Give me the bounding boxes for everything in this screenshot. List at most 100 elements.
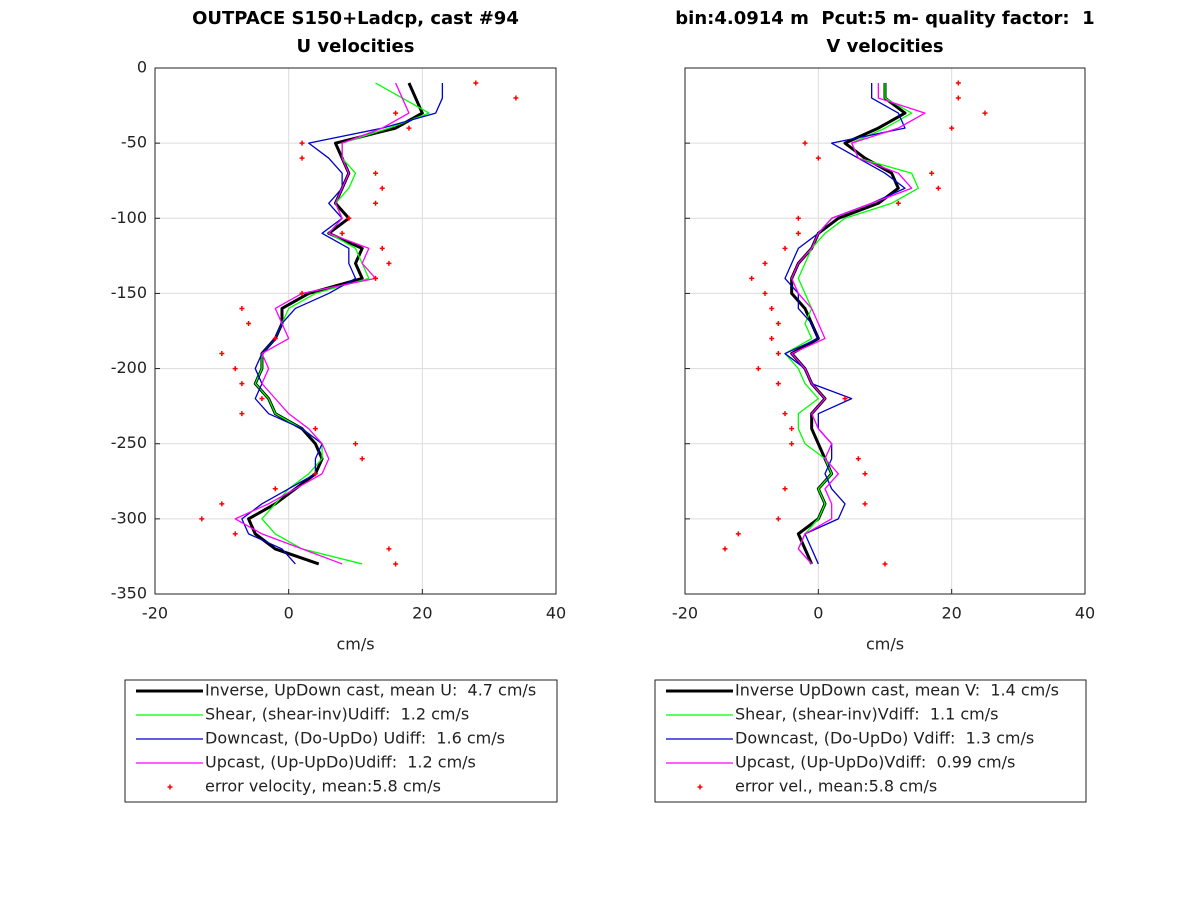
error-marker	[955, 95, 961, 101]
error-marker	[755, 366, 761, 372]
plot-area	[685, 68, 1085, 594]
legend-label: Inverse, UpDown cast, mean U: 4.7 cm/s	[205, 681, 536, 700]
error-marker	[373, 200, 379, 206]
error-marker	[935, 185, 941, 191]
axes-box	[154, 67, 557, 595]
x-tick-label: 40	[1075, 604, 1095, 623]
error-marker	[949, 125, 955, 131]
y-tick-label: 0	[137, 58, 147, 77]
error-marker	[373, 170, 379, 176]
error-marker	[312, 471, 318, 477]
y-tick-label: -50	[121, 133, 147, 152]
chart-title: bin:4.0914 m Pcut:5 m- quality factor: 1	[675, 8, 1094, 29]
x-tick-label: 0	[813, 604, 823, 623]
error-marker	[219, 501, 225, 507]
error-marker	[386, 546, 392, 552]
chart-subtitle: V velocities	[826, 36, 943, 57]
error-marker	[239, 305, 245, 311]
error-marker	[775, 381, 781, 387]
legend-label: Shear, (shear-inv)Vdiff: 1.1 cm/s	[735, 705, 998, 724]
y-tick-label: -100	[111, 208, 147, 227]
x-axis-label: cm/s	[866, 635, 904, 654]
error-marker	[232, 531, 238, 537]
error-marker	[782, 245, 788, 251]
error-marker	[473, 80, 479, 86]
error-marker	[393, 110, 399, 116]
error-marker	[815, 155, 821, 161]
error-marker	[373, 275, 379, 281]
error-marker	[862, 501, 868, 507]
x-tick-label: 20	[412, 604, 432, 623]
error-marker	[795, 215, 801, 221]
error-marker	[802, 140, 808, 146]
error-marker	[929, 170, 935, 176]
error-marker	[789, 441, 795, 447]
error-marker	[359, 456, 365, 462]
series-line	[791, 83, 926, 565]
error-marker	[259, 396, 265, 402]
error-marker	[775, 320, 781, 326]
error-marker	[775, 351, 781, 357]
legend-box	[654, 679, 1087, 803]
legend-label: error velocity, mean:5.8 cm/s	[205, 777, 441, 796]
legend-label: Downcast, (Do-UpDo) Vdiff: 1.3 cm/s	[735, 729, 1034, 748]
plot-area	[155, 68, 556, 594]
legend-label: Upcast, (Up-UpDo)Vdiff: 0.99 cm/s	[735, 753, 1015, 772]
error-marker	[299, 155, 305, 161]
legend-marker	[167, 784, 173, 790]
x-tick-label: 20	[941, 604, 961, 623]
y-tick-label: -150	[111, 283, 147, 302]
error-marker	[406, 125, 412, 131]
error-marker	[775, 516, 781, 522]
error-marker	[762, 260, 768, 266]
error-marker	[955, 80, 961, 86]
error-marker	[239, 381, 245, 387]
error-marker	[782, 411, 788, 417]
error-marker	[379, 245, 385, 251]
error-marker	[782, 486, 788, 492]
y-tick-label: -200	[111, 358, 147, 377]
error-marker	[862, 471, 868, 477]
error-marker	[722, 546, 728, 552]
error-marker	[386, 260, 392, 266]
error-marker	[272, 336, 278, 342]
error-marker	[882, 561, 888, 567]
error-marker	[339, 230, 345, 236]
error-marker	[769, 305, 775, 311]
error-marker	[299, 140, 305, 146]
chart-subtitle: U velocities	[297, 36, 415, 57]
error-marker	[842, 396, 848, 402]
plot-marks	[199, 80, 519, 567]
legend-label: error vel., mean:5.8 cm/s	[735, 777, 937, 796]
error-marker	[895, 200, 901, 206]
error-marker	[246, 320, 252, 326]
x-axis-label: cm/s	[336, 635, 374, 654]
legend-marker	[697, 784, 703, 790]
error-marker	[982, 110, 988, 116]
error-marker	[379, 185, 385, 191]
plot-marks	[722, 80, 988, 567]
x-tick-label: 0	[284, 604, 294, 623]
error-marker	[749, 275, 755, 281]
legend-box	[124, 679, 558, 803]
y-tick-label: -250	[111, 433, 147, 452]
y-tick-label: -350	[111, 584, 147, 603]
series-line	[234, 82, 410, 565]
error-marker	[789, 426, 795, 432]
x-tick-label: 40	[546, 604, 566, 623]
error-marker	[199, 516, 205, 522]
series-line	[784, 83, 919, 565]
legend-label: Downcast, (Do-UpDo) Udiff: 1.6 cm/s	[205, 729, 505, 748]
error-marker	[299, 290, 305, 296]
error-marker	[762, 290, 768, 296]
y-tick-label: -300	[111, 508, 147, 527]
error-marker	[312, 426, 318, 432]
error-marker	[393, 561, 399, 567]
error-marker	[272, 486, 278, 492]
x-tick-label: -20	[142, 604, 168, 623]
error-marker	[769, 336, 775, 342]
legend-label: Inverse UpDown cast, mean V: 1.4 cm/s	[735, 681, 1059, 700]
chart-title: OUTPACE S150+Ladcp, cast #94	[192, 8, 519, 29]
error-marker	[346, 215, 352, 221]
